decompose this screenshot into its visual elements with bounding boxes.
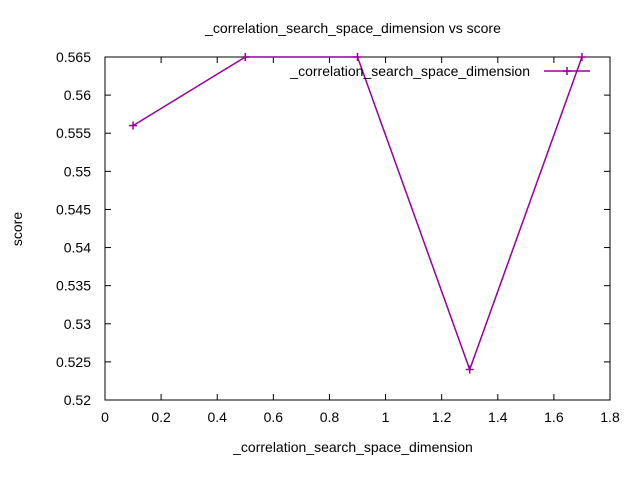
- x-tick-label: 0.2: [151, 409, 171, 425]
- y-tick-label: 0.56: [64, 87, 91, 103]
- legend: _correlation_search_space_dimension: [289, 63, 590, 79]
- axis-ticks: 0 0.2 0.4 0.6 0.8 1 1.2 1.4 1.6 1.8 0.52 0.525 0.53 0…: [56, 49, 620, 425]
- plot-frame: [104, 56, 611, 401]
- y-axis-label: score: [9, 212, 25, 246]
- y-tick-label: 0.525: [56, 354, 91, 370]
- x-axis-label: _correlation_search_space_dimension: [232, 439, 473, 455]
- legend-label: _correlation_search_space_dimension: [289, 63, 530, 79]
- y-tick-label: 0.53: [64, 316, 91, 332]
- x-tick-label: 1.6: [544, 409, 564, 425]
- y-tick-label: 0.565: [56, 49, 91, 65]
- data-point: [577, 53, 586, 61]
- x-tick-label: 0.4: [207, 409, 227, 425]
- data-point: [353, 53, 362, 61]
- data-point: [465, 365, 474, 374]
- x-tick-label: 0.8: [320, 409, 340, 425]
- y-tick-label: 0.555: [56, 125, 91, 141]
- y-tick-label: 0.54: [64, 240, 91, 256]
- y-tick-label: 0.535: [56, 278, 91, 294]
- data-point: [129, 121, 138, 130]
- series-layer: [129, 53, 586, 374]
- chart-title: _correlation_search_space_dimension vs s…: [204, 20, 501, 36]
- x-tick-label: 0.6: [264, 409, 284, 425]
- y-tick-label: 0.55: [64, 163, 91, 179]
- x-tick-label: 1.2: [432, 409, 452, 425]
- y-tick-label: 0.545: [56, 201, 91, 217]
- series-line: [132, 56, 583, 372]
- x-tick-label: 0: [101, 409, 109, 425]
- x-tick-label: 1.8: [600, 409, 620, 425]
- x-tick-label: 1: [382, 409, 390, 425]
- x-tick-label: 1.4: [488, 409, 508, 425]
- data-point: [241, 53, 250, 61]
- y-tick-label: 0.52: [64, 392, 91, 408]
